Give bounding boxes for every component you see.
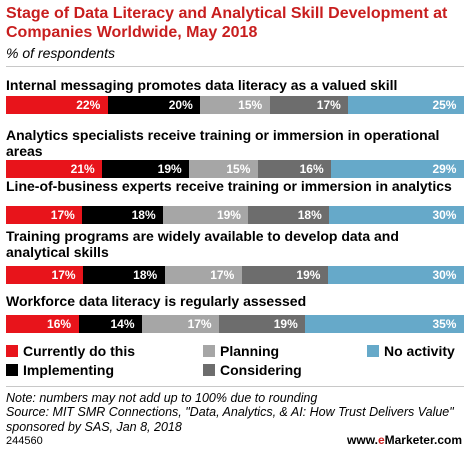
data-label: 18% [133,268,158,282]
data-label: 16% [47,317,72,331]
bar-segment: 21% [6,160,103,178]
data-label: 17% [210,268,235,282]
bar-segment: 15% [200,96,271,114]
bar-segment: 35% [305,315,465,333]
bar-segment: 22% [6,96,109,114]
category-label: Analytics specialists receive training o… [6,127,440,159]
data-label: 29% [432,162,457,176]
bar-segment: 17% [269,96,349,114]
legend-divider [6,386,464,387]
data-label: 17% [50,208,75,222]
chart-source: Source: MIT SMR Connections, "Data, Anal… [6,405,454,434]
category-label: Internal messaging promotes data literac… [6,77,398,93]
chart-subtitle: % of respondents [6,45,115,61]
bar-segment: 20% [107,96,201,114]
bar-segment: 29% [331,160,465,178]
brand-logo: www.eMarketer.com [347,433,462,447]
legend-swatch [6,364,18,376]
data-label: 19% [273,317,298,331]
data-label: 18% [297,208,322,222]
bar-segment: 15% [189,160,259,178]
data-label: 19% [216,208,241,222]
bar-segment: 18% [83,266,166,284]
data-label: 21% [70,162,95,176]
category-label: Workforce data literacy is regularly ass… [6,293,307,309]
legend-label: Planning [220,343,280,359]
data-label: 15% [238,98,263,112]
bar-segment: 19% [241,266,329,284]
bar-segment: 30% [329,206,465,224]
bar-segment: 14% [78,315,143,333]
bar-segment: 17% [6,266,84,284]
bar-segment: 19% [102,160,190,178]
legend-swatch [203,345,215,357]
chart-title: Stage of Data Literacy and Analytical Sk… [6,5,448,41]
chart-id: 244560 [6,435,43,447]
data-label: 17% [51,268,76,282]
data-label: 18% [131,208,156,222]
legend-label: Considering [220,362,302,378]
data-label: 17% [316,98,341,112]
bar-segment: 25% [348,96,465,114]
legend-swatch [367,345,379,357]
bar-segment: 17% [6,206,83,224]
data-label: 14% [110,317,135,331]
category-label: Line-of-business experts receive trainin… [6,178,452,194]
data-label: 30% [432,208,457,222]
data-label: 19% [157,162,182,176]
data-label: 22% [76,98,101,112]
legend-swatch [203,364,215,376]
data-label: 16% [299,162,324,176]
legend-label: Currently do this [23,343,136,359]
data-label: 17% [187,317,212,331]
bar-segment: 16% [257,160,332,178]
data-label: 30% [432,268,457,282]
title-divider [6,66,464,67]
bar-segment: 18% [82,206,164,224]
data-label: 15% [226,162,251,176]
bar-segment: 18% [248,206,330,224]
data-label: 19% [296,268,321,282]
category-label: Training programs are widely available t… [6,228,399,260]
bar-segment: 16% [6,315,80,333]
data-label: 20% [168,98,193,112]
data-label: 35% [432,317,457,331]
bar-segment: 17% [142,315,220,333]
legend-swatch [6,345,18,357]
bar-segment: 19% [219,315,306,333]
bar-segment: 30% [327,266,465,284]
legend-label: Implementing [23,362,115,378]
bar-segment: 17% [164,266,243,284]
bar-segment: 19% [163,206,249,224]
data-label: 25% [432,98,457,112]
chart-note: Note: numbers may not add up to 100% due… [6,391,318,405]
legend-label: No activity [384,343,455,359]
